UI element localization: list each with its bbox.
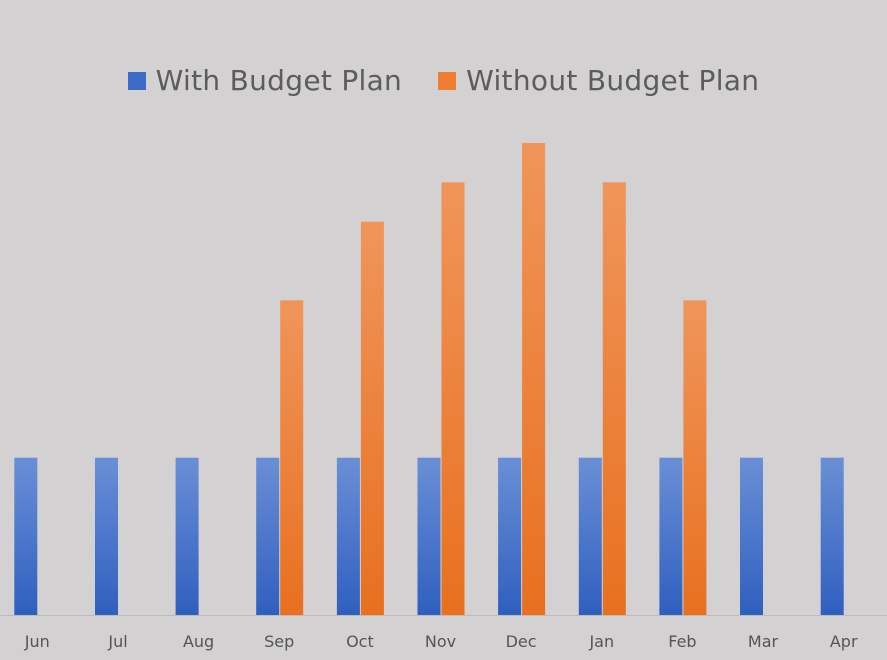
x-tick-label-dec: Dec [506,632,537,651]
legend-label-without-plan: Without Budget Plan [466,64,760,97]
x-tick-label-oct: Oct [346,632,374,651]
bar-with-plan-dec [498,457,522,615]
legend-label-with-plan: With Budget Plan [155,64,403,97]
x-tick-label-mar: Mar [748,632,779,651]
legend-swatch-without-plan [438,71,457,90]
legend-swatch-with-plan [127,71,146,90]
legend-item-with-plan: With Budget Plan [127,64,403,97]
bar-with-plan-sep [256,457,280,615]
bar-without-plan-oct [360,221,384,615]
bar-with-plan-oct [336,457,360,615]
x-tick-label-jun: Jun [24,632,50,651]
x-tick-label-jul: Jul [107,632,127,651]
bar-with-plan-jul [95,457,118,615]
bar-with-plan-jan [578,457,602,615]
legend: With Budget Plan Without Budget Plan [0,64,887,97]
x-tick-label-feb: Feb [668,632,696,651]
bar-with-plan-mar [740,457,763,615]
x-tick-label-sep: Sep [264,632,294,651]
x-tick-label-nov: Nov [425,632,456,651]
bar-without-plan-jan [602,182,626,616]
bar-with-plan-apr [820,457,844,615]
legend-item-without-plan: Without Budget Plan [438,64,759,97]
bar-without-plan-sep [280,300,304,615]
bar-without-plan-nov [441,182,465,616]
bar-with-plan-aug [175,457,199,615]
x-tick-label-apr: Apr [830,632,858,651]
bar-with-plan-nov [417,457,441,615]
bar-without-plan-feb [683,300,707,615]
bar-with-plan-feb [659,457,683,615]
bars-group [14,143,844,616]
bar-with-plan-jun [14,457,38,615]
x-tick-labels: Jun Jul Aug Sep Oct Nov Dec Jan Feb Mar Apr [24,632,858,651]
bar-without-plan-dec [522,143,546,615]
x-tick-label-aug: Aug [183,632,214,651]
x-tick-label-jan: Jan [588,632,614,651]
